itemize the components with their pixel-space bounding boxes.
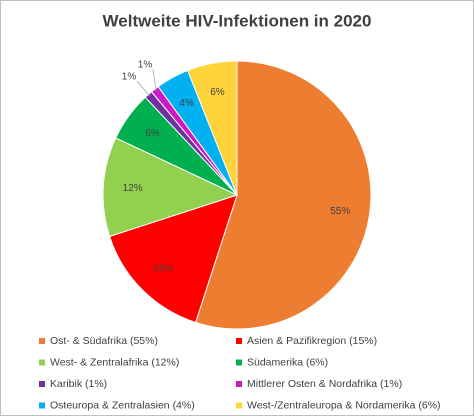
legend-marker xyxy=(236,338,242,344)
legend-marker xyxy=(236,381,242,387)
legend-label: West- & Zentralafrika (12%) xyxy=(50,356,179,368)
data-label: 12% xyxy=(123,183,143,194)
legend-marker xyxy=(39,338,45,344)
pie-slice xyxy=(187,60,238,196)
legend-label: Asien & Pazifikregion (15%) xyxy=(247,335,377,347)
legend-marker xyxy=(236,402,242,409)
data-label: 55% xyxy=(330,206,350,217)
legend-marker xyxy=(39,402,45,409)
data-label: 1% xyxy=(138,60,153,71)
pie-slice xyxy=(102,137,239,238)
data-label: 6% xyxy=(210,87,225,98)
data-label: 15% xyxy=(153,264,173,275)
legend-label: Osteuropa & Zentralasien (4%) xyxy=(50,399,195,411)
data-label: 4% xyxy=(179,98,194,109)
legend-marker xyxy=(236,359,242,366)
chart-title: Weltweite HIV-Infektionen in 2020 xyxy=(103,11,372,30)
data-label: 1% xyxy=(122,72,137,83)
data-label: 6% xyxy=(145,128,160,139)
legend-label: Ost- & Südafrika (55%) xyxy=(50,335,158,347)
pie-slice xyxy=(194,60,372,330)
legend-label: West-/Zentraleuropa & Nordamerika (6%) xyxy=(247,399,441,411)
legend-marker xyxy=(39,381,45,387)
legend-label: Mittlerer Osten & Nordafrika (1%) xyxy=(247,378,402,390)
leader-line xyxy=(152,68,157,91)
legend-label: Karibik (1%) xyxy=(50,378,107,390)
pie-slice xyxy=(108,194,238,324)
legend-marker xyxy=(39,359,45,366)
leader-line xyxy=(136,80,151,97)
legend-label: Südamerika (6%) xyxy=(247,356,328,368)
